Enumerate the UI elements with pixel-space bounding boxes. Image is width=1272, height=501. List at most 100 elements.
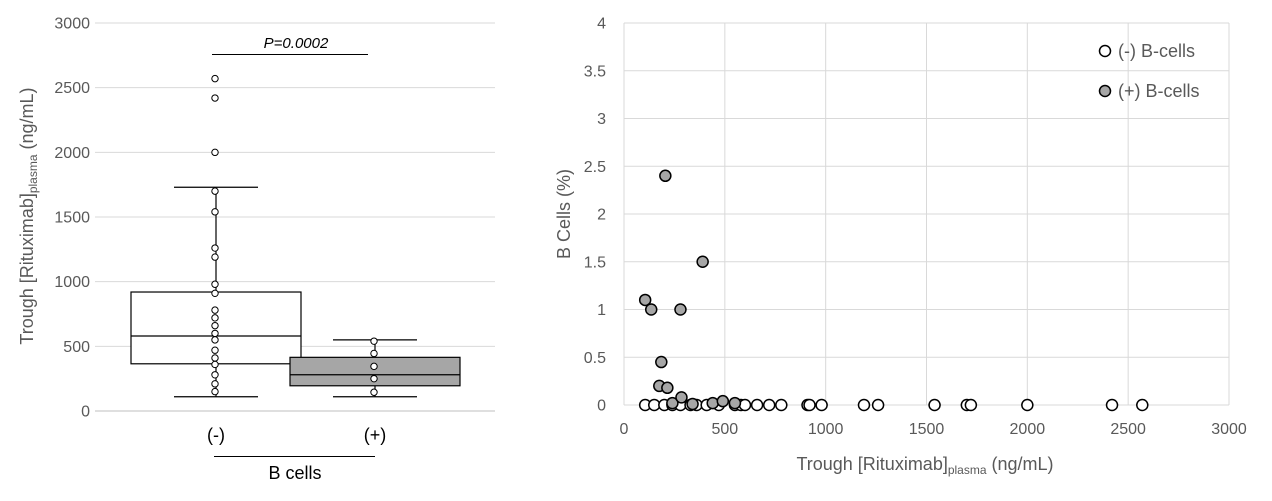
scatter-point	[1136, 398, 1149, 412]
scatter-point	[655, 355, 668, 369]
scatter-x-tick-label: 2000	[1010, 421, 1046, 438]
scatter-point	[762, 398, 776, 412]
box-data-point	[211, 360, 219, 369]
scatter-point	[1105, 398, 1119, 412]
box-plot-y-axis-label-unit: (ng/mL)	[17, 87, 37, 154]
scatter-point	[706, 396, 719, 410]
scatter-y-tick-label: 3	[597, 111, 606, 128]
scatter-x-axis-label-subscript: plasma	[948, 463, 987, 477]
box-data-point	[211, 148, 219, 157]
box-data-point	[211, 187, 219, 195]
box-plot-y-tick-label: 2500	[54, 80, 90, 97]
scatter-point	[815, 398, 828, 412]
box-data-point	[211, 280, 219, 288]
box-plot-y-axis-label: Trough [Rituximab]plasma (ng/mL)	[17, 87, 40, 344]
scatter-y-tick-label: 1	[597, 302, 606, 319]
scatter-point	[750, 398, 764, 412]
box-plot-y-tick-label: 2000	[54, 145, 90, 162]
scatter-point	[738, 398, 752, 412]
scatter-x-tick-label: 1000	[808, 421, 844, 438]
scatter-x-tick-label: 3000	[1211, 421, 1247, 438]
box-data-point	[211, 94, 219, 102]
box-data-point	[211, 74, 219, 83]
scatter-y-tick-label: 0	[597, 398, 606, 415]
box-data-point	[370, 374, 378, 383]
box-data-point	[211, 244, 219, 252]
scatter-points	[638, 169, 1149, 412]
box-data-point	[370, 337, 378, 345]
box-data-point	[211, 387, 219, 396]
scatter-x-tick-label: 0	[620, 421, 629, 438]
box-data-point	[211, 208, 219, 216]
scatter-x-tick-label: 500	[711, 421, 738, 438]
box-plot-panel: 0 500 1000 1500 2000 2500 3000 Trough [Rituxim…	[17, 16, 495, 483]
p-value-annotation: P=0.0002	[264, 35, 329, 52]
scatter-point	[716, 394, 730, 408]
scatter-point	[696, 255, 709, 268]
scatter-y-tick-label: 3.5	[584, 63, 606, 80]
box-data-point	[211, 314, 219, 322]
box-data-point	[211, 354, 219, 362]
box-plot-y-tick-label: 500	[63, 339, 90, 356]
scatter-point	[857, 398, 871, 412]
box-plot-y-tick-label: 1000	[54, 274, 90, 291]
box-data-point	[211, 380, 219, 388]
scatter-point	[686, 397, 699, 411]
scatter-x-tick-label: 2500	[1110, 421, 1146, 438]
box-group	[289, 339, 461, 398]
scatter-x-tick-labels: 0 500 1000 1500 2000 2500 3000	[620, 421, 1247, 438]
scatter-legend: (-) B-cells (+) B-cells	[1098, 41, 1200, 101]
box-data-point	[211, 289, 219, 298]
scatter-point	[659, 169, 672, 183]
box-data-point	[370, 349, 378, 358]
scatter-point	[1021, 398, 1034, 412]
legend-marker-positive	[1098, 84, 1112, 98]
scatter-y-tick-label: 4	[597, 16, 606, 33]
scatter-point	[871, 398, 885, 412]
box-plot-x-axis-label: B cells	[268, 463, 321, 483]
box-data-point	[211, 306, 219, 314]
scatter-point	[728, 396, 742, 410]
box-iqr	[289, 356, 461, 387]
box-data-point	[211, 329, 219, 338]
scatter-y-tick-labels: 0 0.5 1 1.5 2 2.5 3 3.5 4	[584, 16, 606, 415]
box-plot-y-tick-labels: 0 500 1000 1500 2000 2500 3000	[54, 16, 90, 421]
scatter-y-tick-label: 1.5	[584, 254, 606, 271]
scatter-x-axis-label: Trough [Rituximab]plasma (ng/mL)	[796, 454, 1053, 477]
box-data-point	[211, 321, 219, 330]
box-plot-y-axis-label-main: Trough [Rituximab]	[17, 193, 37, 344]
category-label-negative: (-)	[207, 425, 225, 445]
box-plot-points	[211, 74, 378, 396]
scatter-y-tick-label: 2.5	[584, 159, 606, 176]
scatter-x-axis-label-main: Trough [Rituximab]	[796, 454, 947, 474]
box-data-point	[211, 371, 219, 379]
legend-label-negative: (-) B-cells	[1118, 41, 1195, 61]
box-plot-gridlines	[95, 22, 495, 347]
scatter-y-tick-label: 2	[597, 207, 606, 224]
box-plot-y-axis-label-subscript: plasma	[26, 154, 40, 193]
legend-label-positive: (+) B-cells	[1118, 81, 1200, 101]
scatter-y-axis-label: B Cells (%)	[554, 169, 574, 259]
scatter-point	[775, 398, 788, 412]
scatter-series-positive	[638, 169, 742, 411]
scatter-point	[803, 398, 816, 412]
box-data-point	[370, 362, 378, 371]
scatter-plot-panel: 0 0.5 1 1.5 2 2.5 3 3.5 4 0 500 1000 1500 2000 2500 30…	[554, 16, 1247, 478]
box-data-point	[370, 388, 378, 396]
category-label-positive: (+)	[364, 425, 387, 445]
scatter-point	[928, 398, 941, 412]
scatter-point	[661, 381, 674, 395]
scatter-x-axis-label-unit: (ng/mL)	[987, 454, 1054, 474]
box-data-point	[211, 336, 219, 344]
box-plot-y-tick-label: 3000	[54, 16, 90, 33]
scatter-point	[674, 303, 687, 316]
legend-marker-negative	[1098, 44, 1112, 58]
scatter-point	[964, 398, 978, 412]
box-data-point	[211, 346, 219, 354]
box-plot-y-tick-label: 0	[81, 404, 90, 421]
scatter-point	[666, 396, 679, 410]
scatter-x-tick-label: 1500	[909, 421, 945, 438]
scatter-point	[638, 293, 652, 307]
box-plot-boxes	[130, 186, 461, 398]
